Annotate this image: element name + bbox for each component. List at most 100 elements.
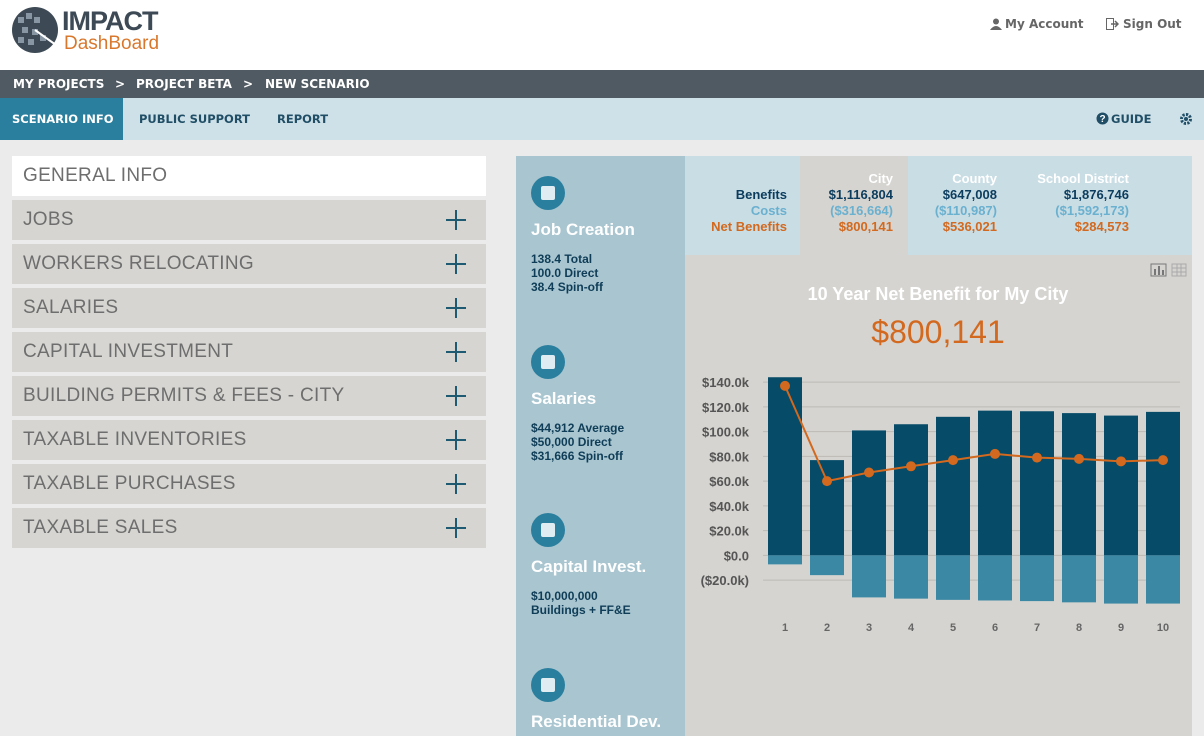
accordion-item[interactable]: JOBS [12,200,486,240]
accordion-label: JOBS [23,209,74,230]
breadcrumb-item[interactable]: PROJECT BETA [136,77,232,91]
expand-icon [446,386,466,406]
summary-column-header: School District [1037,171,1129,186]
accordion-item[interactable]: TAXABLE PURCHASES [12,464,486,504]
summary-column-header: City [868,171,893,186]
active-tab-bg [0,98,123,140]
tab[interactable]: PUBLIC SUPPORT [139,112,251,126]
expand-icon [446,298,466,318]
summary-panel [685,156,1192,255]
accordion-item[interactable]: TAXABLE SALES [12,508,486,548]
guide-link[interactable]: GUIDE [1111,112,1152,126]
y-tick-label: $140.0k [702,375,750,390]
plus [446,474,466,494]
breadcrumb-separator: > [243,77,254,91]
x-tick-label: 7 [1034,622,1040,634]
signout-icon [1106,18,1119,30]
summary-cell: $1,116,804 [828,187,893,202]
logo-line2: DashBoard [64,33,160,54]
x-tick-label: 2 [824,622,830,634]
chart: 10 Year Net Benefit for My City $800,141… [685,255,1192,736]
expand-icon [446,210,466,230]
logo-icon [12,7,58,53]
card-line: 100.0 Direct [531,266,599,280]
line-point [780,380,790,391]
accordion-item[interactable]: WORKERS RELOCATING [12,244,486,284]
expand-icon [446,430,466,450]
x-tick-label: 9 [1118,622,1124,634]
chart-headline: $800,141 [871,314,1004,350]
bar [978,410,1012,556]
line-point [906,461,916,472]
card-icon [531,176,565,210]
line-point [864,467,874,478]
bar [894,424,928,556]
expand-icon [446,342,466,362]
accordion-label: SALARIES [23,297,119,318]
card-line: $50,000 Direct [531,435,612,449]
tab[interactable]: SCENARIO INFO [12,112,114,126]
y-tick-label: $100.0k [702,425,750,440]
breadcrumb-bar [0,70,1204,98]
card-title: Residential Dev. [531,712,662,731]
guide-icon: ? [1096,112,1109,125]
accordion-item[interactable]: BUILDING PERMITS & FEES - CITY [12,376,486,416]
x-tick-label: 6 [992,622,998,634]
card-line: Buildings + FF&E [531,603,631,617]
summary-cell: $536,021 [942,219,997,234]
plus [446,430,466,450]
bar [1020,555,1054,602]
bar [936,555,970,600]
breadcrumb-item: NEW SCENARIO [265,77,370,91]
bar [894,555,928,599]
y-tick-label: $60.0k [709,474,750,489]
table-view-icon[interactable] [1171,263,1187,277]
card-title: Capital Invest. [531,557,647,576]
bar [852,555,886,598]
plus [446,342,466,362]
card-icon [531,513,565,547]
account-link[interactable]: My Account [1005,17,1084,31]
top-header: IMPACT DashBoard My Account Sign Out [0,0,1204,70]
chart-title: 10 Year Net Benefit for My City [808,284,1069,304]
card-line: $10,000,000 [531,589,598,603]
card-line: $31,666 Spin-off [531,449,624,463]
line-point [1158,455,1168,466]
line-point [1074,453,1084,464]
expand-icon [446,254,466,274]
accordion-item[interactable]: CAPITAL INVESTMENT [12,332,486,372]
chart-view-icon[interactable] [1150,263,1167,277]
x-tick-label: 1 [782,622,788,634]
expand-icon [446,474,466,494]
tab[interactable]: REPORT [277,112,329,126]
summary-cell: ($1,592,173) [1055,203,1129,218]
accordion-item[interactable]: SALARIES [12,288,486,328]
svg-text:?: ? [1099,114,1105,125]
card-icon [531,345,565,379]
summary-cell: $800,141 [838,219,893,234]
card-line: $44,912 Average [531,421,625,435]
signout-link[interactable]: Sign Out [1123,17,1182,31]
x-tick-label: 8 [1076,622,1082,634]
accordion-item[interactable]: TAXABLE INVENTORIES [12,420,486,460]
line-point [1032,452,1042,463]
accordion-label: CAPITAL INVESTMENT [23,341,234,362]
account-icon [990,18,1002,30]
plus [446,518,466,538]
summary-cell: ($316,664) [830,203,893,218]
settings-icon[interactable] [1179,112,1193,126]
icon-glyph [541,186,555,200]
accordion-label: WORKERS RELOCATING [23,253,254,274]
summary-cell: $647,008 [942,187,997,202]
line [784,385,1164,483]
summary-cell: $1,876,746 [1063,187,1129,202]
accordion-label: TAXABLE PURCHASES [23,473,236,494]
card-icon [531,668,565,702]
plus [446,254,466,274]
breadcrumb-item[interactable]: MY PROJECTS [13,77,105,91]
card-title: Job Creation [531,220,635,239]
line-point [822,476,832,487]
bar [936,416,970,556]
accordion-item[interactable]: GENERAL INFO [12,156,486,196]
